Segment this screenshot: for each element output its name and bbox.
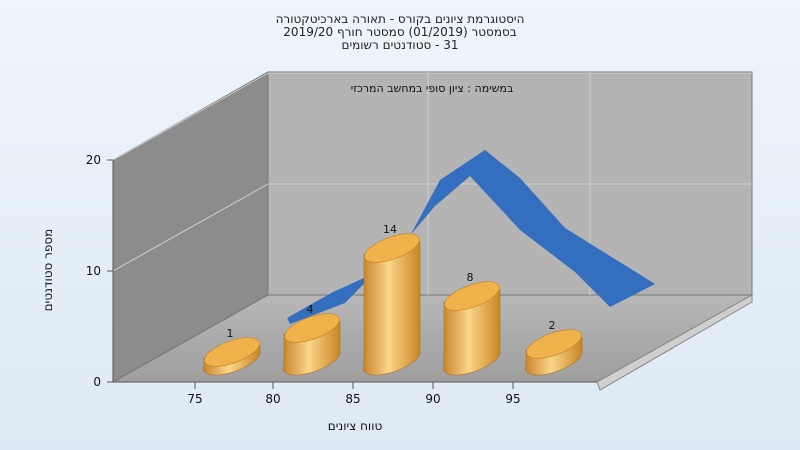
distribution-curve [287,150,655,324]
bar [203,337,261,376]
bar [443,281,501,376]
bar-value-label: 2 [549,319,556,332]
grid-line [112,72,269,161]
chart-title-line-2: בסמסטר (01/2019) סמסטר חורף 2019/20 [283,25,516,39]
bar [363,233,421,376]
x-axis-title: טווח ציונים [328,419,383,433]
x-tick-label: 85 [345,392,360,406]
bar-value-label: 4 [307,303,314,316]
bar-value-label: 8 [467,271,474,284]
chart-title-line-1: היסטוגרמת ציונים בקורס - תאורה בארכיטקטו… [276,12,525,26]
x-tick-label: 80 [265,392,280,406]
grid-lines [112,72,752,295]
grid-line [112,183,269,272]
y-tick-label: 20 [86,153,101,167]
floor-edge [596,294,753,391]
bar-value-label: 14 [383,223,397,236]
x-tick-label: 75 [187,392,202,406]
bar [283,313,341,376]
y-tick-label: 0 [93,375,101,389]
y-axis-ticks: 0 10 20 [86,153,113,389]
chart-title-line-3: 31 - סטודנטים רשומים [341,38,458,52]
y-axis-title: מספר סטודנטים [41,229,55,312]
bar [525,329,583,376]
chart-annotation: במשימה : ציון סופי במחשב המרכזי [351,82,514,95]
x-axis-ticks: 75 80 85 90 95 [187,382,521,406]
bar-value-label: 1 [227,327,234,340]
x-tick-label: 95 [505,392,520,406]
x-tick-label: 90 [425,392,440,406]
y-tick-label: 10 [86,264,101,278]
